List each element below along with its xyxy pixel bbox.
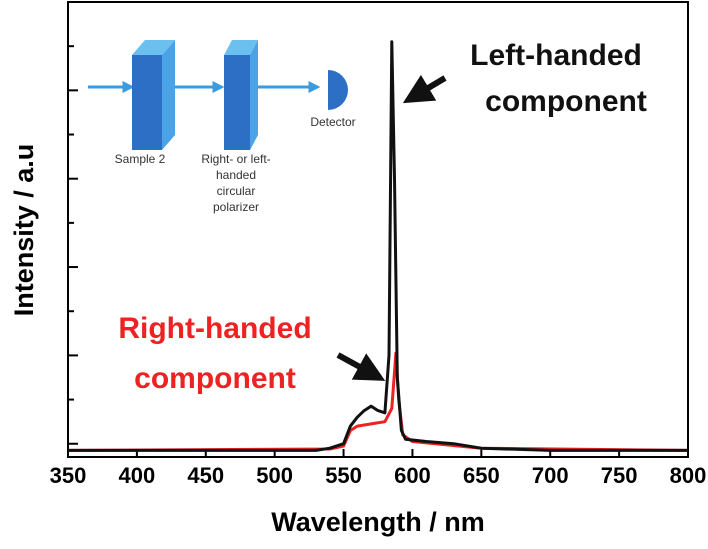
x-tick-label: 600 [394, 463, 431, 488]
x-tick-label: 650 [463, 463, 500, 488]
y-axis-label: Intensity / a.u [9, 144, 39, 317]
x-tick-label: 800 [670, 463, 707, 488]
inset-label: circular [217, 184, 256, 198]
x-tick-label: 750 [601, 463, 638, 488]
arrows [336, 74, 447, 381]
x-tick-label: 450 [187, 463, 224, 488]
plot-frame [67, 1, 689, 458]
series-label-line: component [485, 85, 647, 118]
series-label-line: Right-handed [118, 312, 311, 345]
series-label-line: Left-handed [470, 39, 642, 72]
inset-label: polarizer [213, 200, 259, 214]
inset-label: Detector [310, 115, 355, 129]
line-series [68, 40, 688, 452]
x-tick-label: 350 [50, 463, 87, 488]
x-tick-label: 700 [532, 463, 569, 488]
inset-label: Right- or left- [201, 152, 270, 166]
x-axis-label: Wavelength / nm [271, 507, 485, 537]
x-tick-label: 500 [256, 463, 293, 488]
inset-diagram [88, 40, 348, 150]
inset-label: handed [216, 168, 256, 182]
x-tick-label: 400 [119, 463, 156, 488]
series-label: Left-handed component [470, 39, 647, 118]
series-label-line: component [134, 362, 296, 395]
series-label: Right-handed component [118, 312, 311, 395]
x-tick-label: 550 [325, 463, 362, 488]
inset-label: Sample 2 [115, 152, 166, 166]
